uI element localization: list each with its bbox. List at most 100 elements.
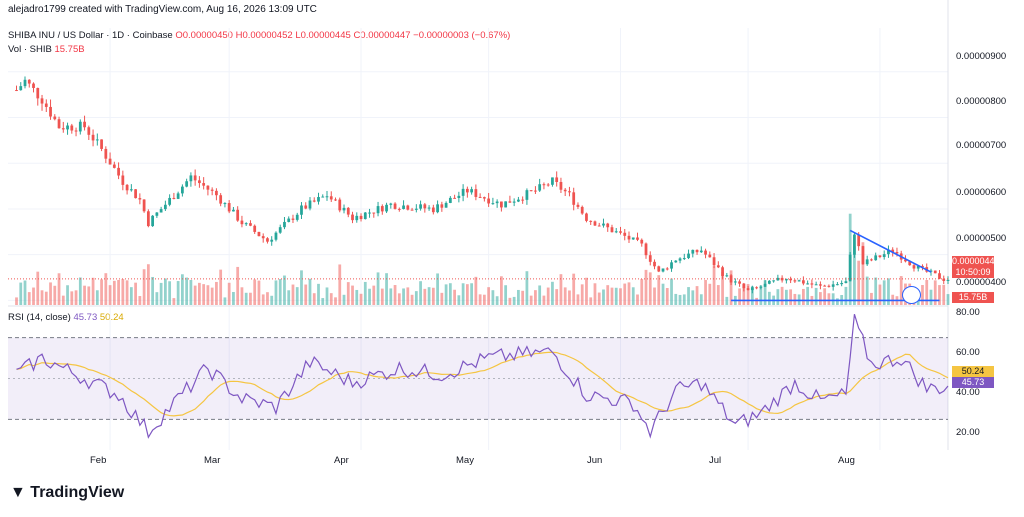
- candle-body: [572, 192, 576, 205]
- rsi-legend: RSI (14, close) 45.73 50.24: [8, 312, 124, 323]
- volume-bar: [682, 294, 686, 305]
- candle-body: [287, 218, 291, 222]
- volume-label: Vol · SHIB: [8, 44, 52, 55]
- candle-body: [266, 238, 269, 242]
- time-tick: Mar: [204, 455, 221, 466]
- candle-body: [525, 190, 529, 200]
- volume-bar: [512, 296, 516, 305]
- volume-bar: [500, 276, 503, 305]
- volume-bar: [372, 285, 376, 305]
- volume-bar: [525, 271, 529, 305]
- volume-bar: [397, 293, 401, 305]
- candle-body: [125, 184, 129, 191]
- volume-bar: [155, 292, 159, 305]
- candle-body: [53, 116, 57, 120]
- time-tick: Aug: [838, 455, 855, 466]
- candle-body: [444, 202, 448, 208]
- candle-body: [338, 199, 342, 211]
- volume-bar: [448, 283, 452, 305]
- candle-body: [406, 205, 410, 210]
- candle-body: [636, 237, 639, 240]
- candle-body: [708, 254, 712, 258]
- volume-bar: [457, 295, 461, 305]
- volume-bar: [559, 274, 563, 305]
- candle-body: [810, 283, 814, 285]
- candle-body: [563, 189, 567, 192]
- symbol-name[interactable]: SHIBA INU / US Dollar · 1D · Coinbase: [8, 30, 173, 41]
- price-tick: 0.00000600: [956, 187, 1007, 198]
- candle-body: [431, 207, 435, 213]
- volume-bar: [721, 272, 724, 305]
- candle-body: [146, 211, 150, 227]
- candle-body: [546, 184, 550, 186]
- volume-bar: [640, 279, 644, 305]
- volume-tag: 15.75B: [952, 292, 994, 303]
- volume-bar: [474, 276, 478, 305]
- volume-bar: [257, 280, 261, 305]
- volume-bar: [665, 288, 669, 305]
- volume-bar: [767, 291, 771, 305]
- volume-bar: [563, 287, 567, 305]
- volume-bar: [329, 293, 333, 305]
- volume-bar: [304, 284, 308, 305]
- volume-bar: [487, 287, 491, 305]
- candle-body: [236, 209, 240, 221]
- volume-bar: [32, 287, 35, 305]
- brand-name: TradingView: [30, 484, 125, 501]
- candle-body: [227, 203, 231, 212]
- candle-body: [648, 255, 652, 262]
- candle-body: [402, 205, 405, 209]
- candle-body: [363, 212, 367, 220]
- candle-body: [755, 287, 758, 289]
- volume-bar: [504, 285, 508, 305]
- volume-bar: [465, 284, 469, 305]
- volume-legend: Vol · SHIB 15.75B: [8, 44, 85, 55]
- volume-bar: [712, 266, 716, 305]
- candle-body: [312, 200, 316, 202]
- candle-body: [908, 261, 912, 266]
- price-tick: 0.00000700: [956, 140, 1007, 151]
- candle-body: [814, 284, 818, 286]
- volume-bar: [36, 271, 40, 305]
- candle-body: [210, 189, 214, 191]
- volume-bar: [278, 279, 282, 305]
- candle-body: [840, 283, 844, 285]
- volume-bar: [623, 283, 627, 305]
- candle-body: [240, 220, 244, 225]
- candle-body: [589, 220, 593, 222]
- volume-bar: [436, 273, 439, 305]
- us-flag-icon[interactable]: [902, 286, 921, 304]
- candle-body: [767, 280, 771, 284]
- volume-bar: [406, 287, 410, 305]
- volume-bar: [266, 292, 269, 305]
- candle-body: [512, 201, 516, 203]
- rsi-label[interactable]: RSI (14, close): [8, 312, 71, 323]
- volume-bar: [125, 280, 129, 305]
- volume-bar: [317, 283, 320, 305]
- volume-bar: [95, 290, 99, 305]
- volume-bar: [725, 296, 729, 305]
- volume-bar: [678, 294, 682, 305]
- candle-body: [448, 197, 452, 203]
- volume-bar: [848, 213, 852, 305]
- volume-bar: [470, 283, 474, 305]
- volume-bar: [661, 283, 665, 305]
- volume-bar: [291, 284, 295, 305]
- volume-bar: [83, 285, 86, 305]
- candle-body: [427, 207, 431, 209]
- candle-body: [802, 280, 805, 284]
- volume-bar: [568, 290, 571, 305]
- rsi-line: [16, 314, 949, 439]
- candle-body: [882, 254, 886, 258]
- volume-bar: [882, 280, 886, 305]
- volume-bar: [699, 294, 703, 305]
- candle-body: [929, 270, 933, 272]
- candle-body: [300, 205, 303, 215]
- candle-body: [665, 268, 669, 270]
- volume-bar: [163, 278, 167, 305]
- candle-body: [27, 79, 31, 84]
- candle-body: [661, 268, 665, 272]
- candle-body: [57, 119, 61, 129]
- volume-bar: [644, 269, 648, 305]
